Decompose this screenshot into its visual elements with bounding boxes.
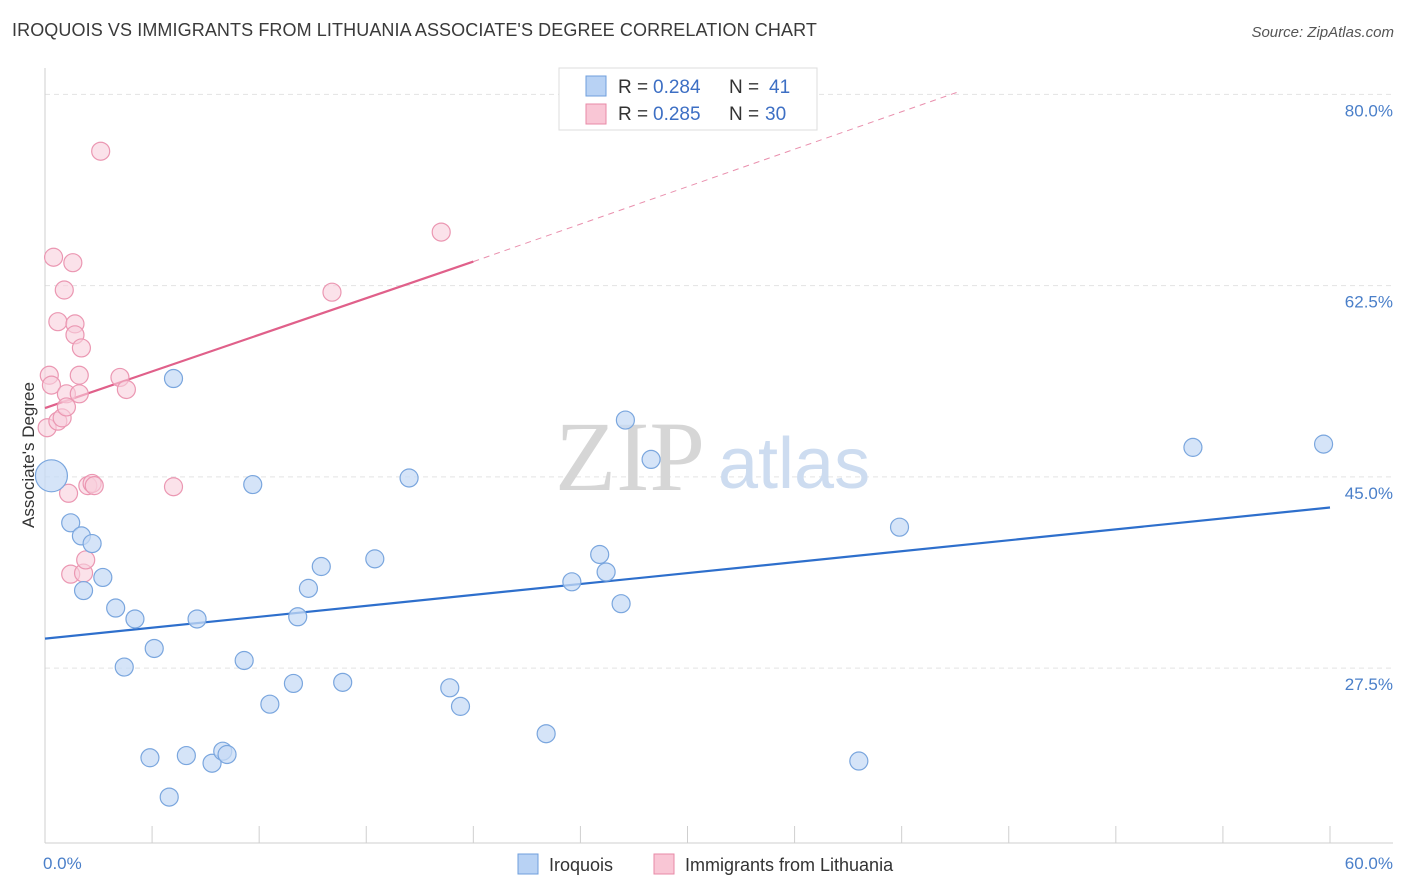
source-label: Source: ZipAtlas.com [1251, 24, 1394, 41]
lithuania-point-26 [163, 477, 184, 497]
iroquois-point-29 [450, 696, 471, 716]
bottom-legend-swatch-lithuania [653, 853, 675, 875]
iroquois-point-24 [311, 556, 331, 577]
lithuania-point-23 [91, 141, 111, 161]
lithuania-point-17 [71, 338, 92, 358]
lithuania-point-4 [48, 312, 68, 332]
legend-r-value-0: 0.284 [653, 77, 701, 98]
iroquois-point-26 [365, 549, 385, 569]
iroquois-point-6 [106, 598, 126, 618]
trend-lines [44, 91, 1331, 640]
iroquois-point-12 [163, 368, 184, 389]
iroquois-point-0 [34, 459, 69, 493]
y-tick-label-3: 80.0% [1345, 101, 1393, 120]
legend-r-label-1: R = [618, 104, 648, 125]
lithuania-point-9 [56, 397, 77, 417]
legend-swatch-iroquois [585, 75, 607, 97]
lithuania-point-16 [69, 384, 89, 404]
iroquois-point-33 [596, 562, 616, 582]
iroquois-point-13 [176, 745, 196, 766]
iroquois-point-40 [1313, 434, 1334, 454]
iroquois-point-20 [260, 694, 280, 714]
iroquois-point-3 [73, 580, 94, 601]
iroquois-point-38 [889, 517, 910, 537]
iroquois-point-11 [159, 787, 179, 807]
iroquois-point-15 [202, 753, 222, 773]
data-points [34, 141, 1334, 807]
iroquois-point-19 [243, 474, 263, 495]
iroquois-point-22 [288, 607, 308, 627]
legend-r-value-1: 0.285 [653, 104, 701, 125]
iroquois-point-30 [536, 724, 556, 744]
watermark-atlas: atlas [718, 424, 870, 504]
legend-n-label-0: N = [729, 77, 759, 98]
iroquois-point-21 [283, 673, 304, 694]
lithuania-point-7 [54, 280, 74, 300]
iroquois-point-36 [641, 449, 661, 470]
iroquois-point-10 [144, 638, 164, 659]
legend-n-label-1: N = [729, 104, 759, 125]
iroquois-point-5 [93, 567, 113, 588]
x-tick-label-0: 0.0% [43, 854, 82, 873]
axes [44, 68, 1393, 844]
y-tick-label-0: 27.5% [1345, 675, 1393, 694]
iroquois-point-25 [333, 672, 353, 692]
chart-title: IROQUOIS VS IMMIGRANTS FROM LITHUANIA AS… [12, 20, 817, 40]
iroquois-point-1 [61, 513, 81, 533]
iroquois-point-35 [615, 410, 635, 430]
iroquois-point-4 [82, 533, 102, 554]
iroquois-point-23 [298, 578, 319, 598]
iroquois-point-14 [187, 609, 207, 629]
y-tick-label-1: 45.0% [1345, 484, 1393, 503]
iroquois-point-37 [849, 751, 869, 771]
iroquois-point-39 [1183, 437, 1203, 457]
legend-swatch-lithuania [585, 103, 607, 125]
legend-n-value-1: 30 [765, 104, 786, 125]
lithuania-point-10 [58, 483, 79, 503]
lithuania-point-19 [76, 550, 96, 570]
iroquois-point-27 [399, 468, 419, 488]
iroquois-point-17 [217, 744, 237, 765]
y-axis-label: Associate's Degree [19, 382, 38, 528]
iroquois-point-7 [114, 657, 134, 677]
watermark: ZIP atlas [555, 401, 870, 512]
bottom-legend-label-iroquois: Iroquois [549, 855, 613, 875]
iroquois-point-31 [562, 572, 582, 592]
lithuania-trend-line [44, 260, 474, 410]
bottom-legend-label-lithuania: Immigrants from Lithuania [685, 855, 894, 875]
lithuania-point-15 [69, 365, 89, 385]
lithuania-trend-extension [473, 91, 958, 263]
bottom-legend-swatch-iroquois [517, 853, 539, 875]
legend-n-value-0: 41 [769, 77, 790, 98]
x-tick-label-1: 60.0% [1345, 854, 1393, 873]
lithuania-point-27 [322, 282, 342, 302]
legend-bottom: Iroquois Immigrants from Lithuania [517, 853, 894, 875]
grid-lines [45, 93, 1393, 669]
y-tick-labels: 27.5% 45.0% 62.5% 80.0% [1345, 101, 1393, 694]
lithuania-point-3 [43, 247, 64, 267]
lithuania-point-2 [41, 375, 62, 395]
iroquois-point-9 [140, 748, 160, 768]
iroquois-point-8 [125, 609, 145, 629]
legend-top: R = 0.284 N = 41 R = 0.285 N = 30 [558, 67, 818, 131]
legend-r-label-0: R = [618, 77, 648, 98]
y-tick-label-2: 62.5% [1345, 293, 1393, 312]
lithuania-point-22 [84, 476, 104, 496]
iroquois-point-18 [234, 650, 254, 671]
lithuania-point-25 [116, 379, 136, 400]
x-tick-labels: 0.0% 60.0% [43, 854, 1393, 873]
lithuania-point-12 [63, 253, 83, 273]
iroquois-point-28 [440, 678, 460, 698]
lithuania-point-28 [431, 222, 451, 242]
iroquois-point-34 [611, 594, 631, 614]
iroquois-point-32 [590, 544, 610, 565]
iroquois-trend-line [44, 506, 1331, 640]
